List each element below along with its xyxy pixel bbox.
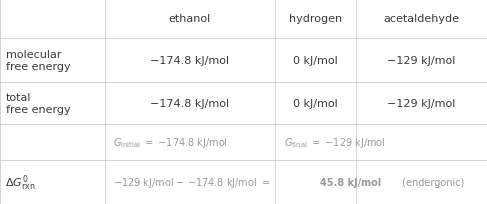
Text: $-$129 kJ/mol $-$ $-$174.8 kJ/mol $=$: $-$129 kJ/mol $-$ $-$174.8 kJ/mol $=$: [113, 175, 274, 189]
Text: ethanol: ethanol: [169, 14, 211, 24]
Text: 0 kJ/mol: 0 kJ/mol: [293, 99, 337, 109]
Text: total
free energy: total free energy: [6, 92, 71, 115]
Text: 0 kJ/mol: 0 kJ/mol: [293, 56, 337, 66]
Text: acetaldehyde: acetaldehyde: [383, 14, 459, 24]
Text: −174.8 kJ/mol: −174.8 kJ/mol: [150, 56, 229, 66]
Text: −129 kJ/mol: −129 kJ/mol: [387, 56, 455, 66]
Text: −129 kJ/mol: −129 kJ/mol: [387, 99, 455, 109]
Text: −174.8 kJ/mol: −174.8 kJ/mol: [150, 99, 229, 109]
Text: $\Delta G^0_{\rm rxn}$: $\Delta G^0_{\rm rxn}$: [5, 172, 35, 192]
Text: $G_{\rm final}$ $=$ $-$129 kJ/mol: $G_{\rm final}$ $=$ $-$129 kJ/mol: [284, 135, 386, 149]
Text: hydrogen: hydrogen: [289, 14, 342, 24]
Text: 45.8 kJ/mol: 45.8 kJ/mol: [320, 177, 381, 187]
Text: molecular
free energy: molecular free energy: [6, 50, 71, 72]
Text: $G_{\rm initial}$ $=$ $-$174.8 kJ/mol: $G_{\rm initial}$ $=$ $-$174.8 kJ/mol: [113, 135, 228, 149]
Text: (endergonic): (endergonic): [399, 177, 465, 187]
